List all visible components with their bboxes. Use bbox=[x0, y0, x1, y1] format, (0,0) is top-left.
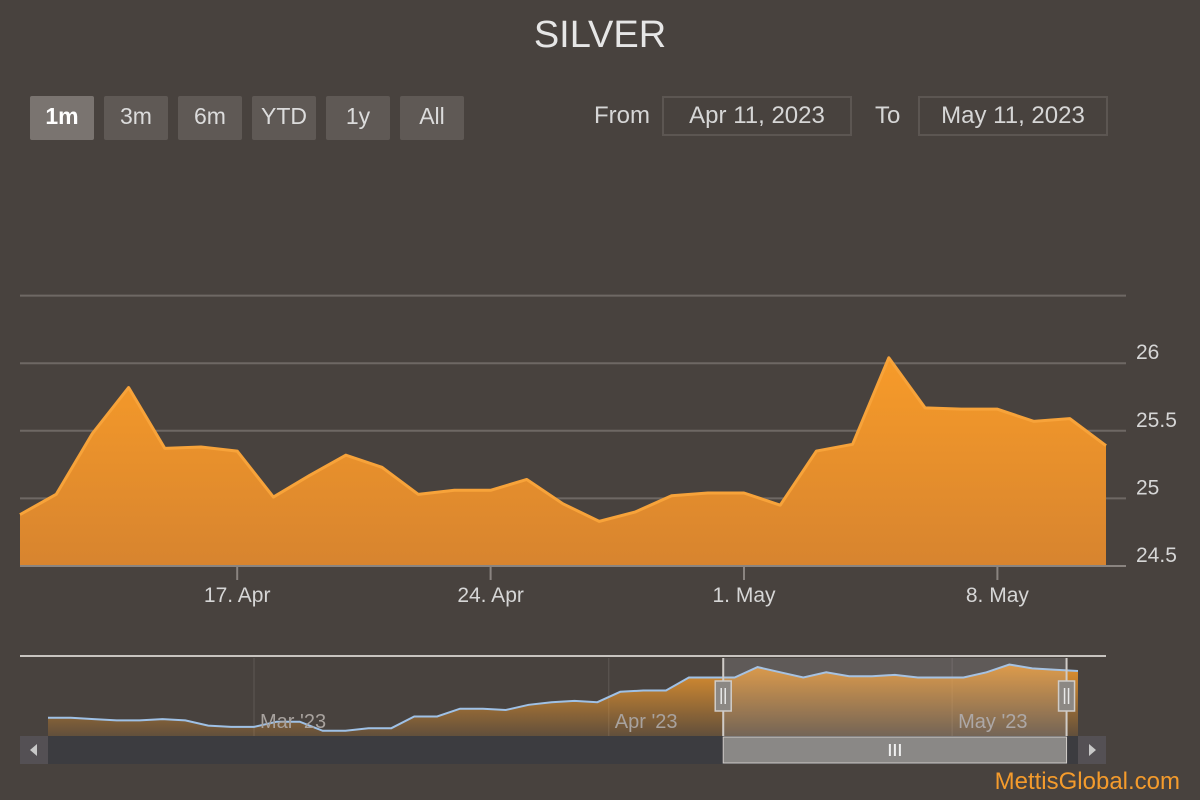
from-date-input[interactable]: Apr 11, 2023 bbox=[662, 96, 852, 136]
y-tick-label: 25 bbox=[1136, 476, 1159, 499]
navigator-tick-label: Apr '23 bbox=[615, 711, 678, 733]
from-label: From bbox=[594, 102, 650, 129]
range-button-1m[interactable]: 1m bbox=[30, 96, 94, 140]
x-axis: 17. Apr 24. Apr 1. May 8. May bbox=[204, 566, 1029, 607]
navigator-right-handle[interactable] bbox=[1057, 680, 1076, 712]
navigator-area bbox=[48, 664, 1078, 736]
series-area bbox=[20, 357, 1106, 566]
navigator-tick-label: May '23 bbox=[958, 711, 1027, 733]
range-button-ytd[interactable]: YTD bbox=[252, 96, 316, 140]
navigator-line bbox=[48, 663, 1079, 732]
to-label: To bbox=[875, 102, 901, 129]
range-button-1y[interactable]: 1y bbox=[326, 96, 390, 140]
navigator-left-handle[interactable] bbox=[714, 680, 732, 712]
x-tick-label: 8. May bbox=[966, 584, 1030, 607]
brand-watermark: MettisGlobal.com bbox=[994, 768, 1180, 795]
handle-body bbox=[1057, 680, 1076, 712]
y-tick-label: 24.5 bbox=[1136, 544, 1177, 567]
range-button-6m[interactable]: 6m bbox=[178, 96, 242, 140]
navigator[interactable]: Mar '23 Apr '23 May '23 bbox=[20, 655, 1106, 764]
handle-body bbox=[714, 680, 732, 712]
y-axis: 24.5 25 25.5 26 bbox=[1136, 341, 1177, 567]
navigator-selection bbox=[723, 658, 1067, 736]
chart-title: SILVER bbox=[533, 14, 667, 56]
range-button-3m[interactable]: 3m bbox=[104, 96, 168, 140]
y-tick-label: 25.5 bbox=[1136, 409, 1177, 432]
x-tick-label: 24. Apr bbox=[457, 584, 524, 607]
range-button-all[interactable]: All bbox=[400, 96, 464, 140]
y-tick-label: 26 bbox=[1136, 341, 1159, 364]
scroll-right-arrow-icon bbox=[1089, 744, 1096, 756]
scroll-left-arrow-icon bbox=[30, 744, 37, 756]
main-area bbox=[19, 356, 1126, 567]
x-tick-label: 17. Apr bbox=[204, 584, 271, 607]
navigator-tick-label: Mar '23 bbox=[260, 711, 326, 733]
x-tick-label: 1. May bbox=[712, 584, 776, 607]
to-date-input[interactable]: May 11, 2023 bbox=[918, 96, 1108, 136]
